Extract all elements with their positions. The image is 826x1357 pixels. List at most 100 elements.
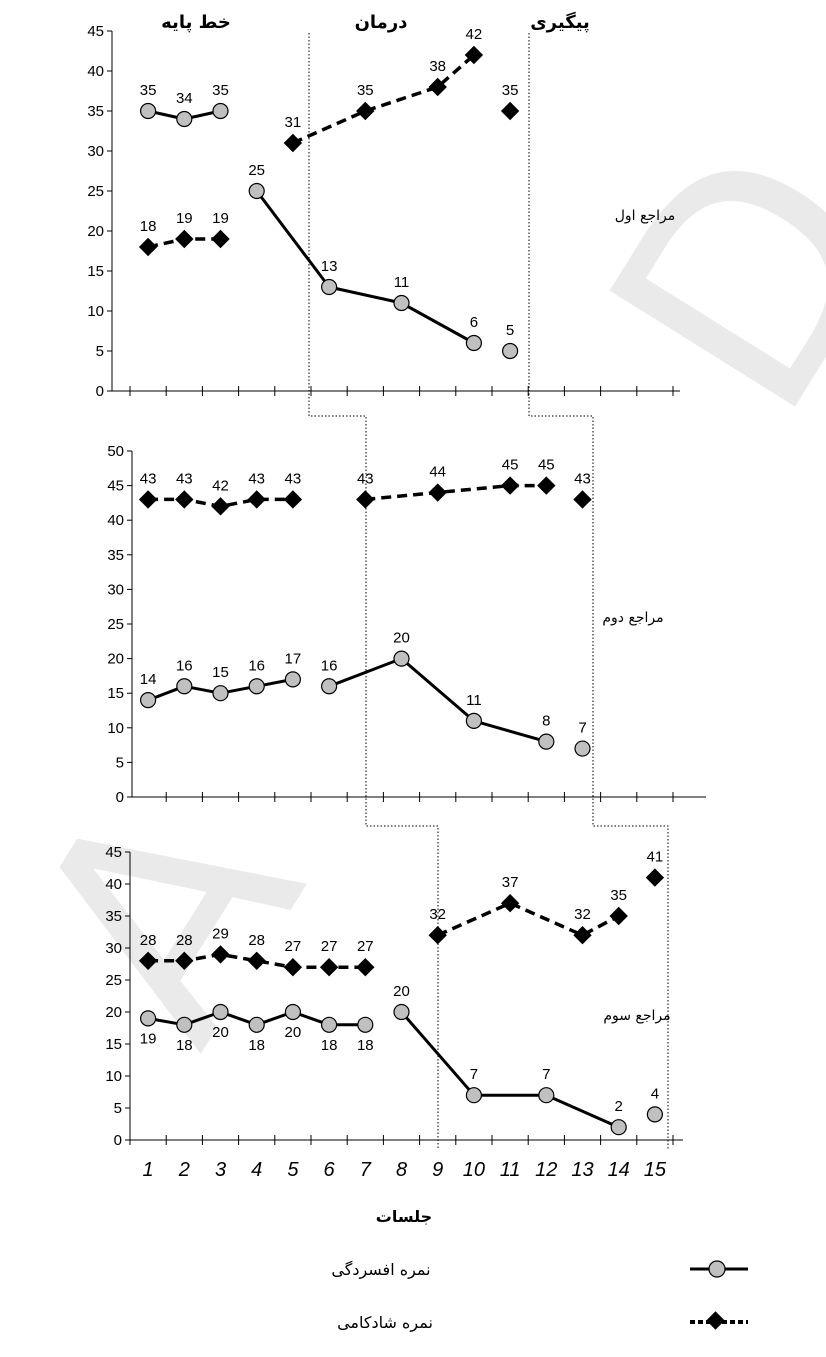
panel-2-ytick-label-25: 25 <box>107 616 124 633</box>
x-tick-label-8: 8 <box>396 1159 407 1181</box>
panel-1-depression-label-s8: 11 <box>394 274 410 291</box>
x-tick-label-6: 6 <box>324 1159 336 1181</box>
panel-3-depression-label-s14: 2 <box>615 1098 623 1115</box>
panel-3-ytick-label-35: 35 <box>105 908 122 925</box>
phase-dividers <box>308 33 669 1150</box>
panel-2-ytick-label-50: 50 <box>107 443 124 460</box>
panel-1-happiness-label-s9: 38 <box>429 58 446 75</box>
panel-1-depression-point-s10 <box>465 334 482 352</box>
client-label-1: مراجع اول <box>615 208 676 224</box>
panel-2-happiness-label-s3: 42 <box>212 477 229 494</box>
panel-2-happiness-point-s7 <box>356 490 375 509</box>
panel-1-ytick-label-30: 30 <box>87 143 104 160</box>
x-tick-label-15: 15 <box>644 1159 667 1181</box>
panel-3-ytick-label-25: 25 <box>105 972 122 989</box>
panel-3-happiness-point-s5 <box>283 958 303 977</box>
panel-2-depression-label-s1: 14 <box>140 671 157 688</box>
panel-1-depression-line-2 <box>255 190 475 345</box>
x-axis-title: جلسات <box>376 1207 432 1226</box>
panel-1-depression-point-s2 <box>176 110 193 128</box>
panel-3-depression-label-s4: 18 <box>248 1037 265 1054</box>
panel-1-happiness-point-s7 <box>356 101 375 121</box>
panel-1-depression-label-s4: 25 <box>248 162 265 179</box>
panel-3-happiness-point-s1 <box>138 951 158 970</box>
client-label-2: مراجع دوم <box>602 610 663 626</box>
phase-divider-treatment-followup <box>528 33 669 1150</box>
panel-2-happiness-label-s4: 43 <box>248 470 265 487</box>
panel-3-depression-label-s1: 19 <box>140 1030 157 1047</box>
panel-3-depression-point-s8 <box>393 1003 410 1021</box>
panel-3-happiness-point-s7 <box>356 958 375 977</box>
panel-2-depression-label-s4: 16 <box>248 657 265 674</box>
panel-1-depression-point-s1 <box>140 102 157 120</box>
panel-2-ytick-label-15: 15 <box>107 685 124 702</box>
x-tick-label-2: 2 <box>178 1159 190 1181</box>
panel-2-ytick-label-10: 10 <box>107 720 124 737</box>
panel-1-happiness-point-s2 <box>175 229 194 249</box>
panel-3-depression-label-s8: 20 <box>393 983 410 1000</box>
panel-2-ytick-label-5: 5 <box>116 754 124 771</box>
panel-3-ytick-label-45: 45 <box>105 844 122 861</box>
panel-3-depression-point-s5 <box>284 1003 301 1021</box>
panel-2-depression-line-2 <box>328 657 547 744</box>
phase-divider-baseline-treatment <box>308 33 439 1150</box>
panel-3-depression-point-s3 <box>212 1003 229 1021</box>
phase-label-baseline: خط پایه <box>161 12 231 33</box>
panel-2-happiness-point-s5 <box>283 490 303 509</box>
panel-1-depression-point-s6 <box>321 278 338 296</box>
panel-1-happiness-label-s11: 35 <box>502 82 519 99</box>
panel-1-happiness-point-s10 <box>464 45 484 65</box>
panel-3-happiness-label-s6: 27 <box>321 938 338 955</box>
panel-3-depression-point-s12 <box>538 1087 555 1104</box>
panel-1-depression-point-s3 <box>212 102 229 120</box>
panel-1-ytick-label-15: 15 <box>87 263 104 280</box>
panel-3-happiness-point-s9 <box>428 926 447 945</box>
panel-2-happiness-label-s13: 43 <box>574 470 591 487</box>
panel-1-depression-label-s3: 35 <box>212 82 229 99</box>
panel-3-happiness-label-s13: 32 <box>574 906 591 923</box>
panel-3-happiness-label-s4: 28 <box>248 932 265 949</box>
panel-1-happiness-point-s11 <box>500 101 520 121</box>
panel-3-happiness-point-s6 <box>319 958 339 977</box>
panel-2-ytick-label-0: 0 <box>116 789 124 806</box>
panel-1-ytick-label-35: 35 <box>87 103 104 120</box>
phase-label-treatment: درمان <box>355 12 408 33</box>
panel-3-happiness-point-s4 <box>247 951 266 970</box>
series-layer <box>138 45 665 1136</box>
panel-1-depression-label-s11: 5 <box>506 322 514 339</box>
panel-3-depression-point-s4 <box>248 1016 265 1033</box>
panel-3-depression-label-s7: 18 <box>357 1037 374 1054</box>
panel-1-happiness-point-s3 <box>211 229 230 249</box>
panel-2-happiness-point-s11 <box>500 476 520 495</box>
panel-2-ytick-label-35: 35 <box>107 547 124 564</box>
panel-2-depression-label-s3: 15 <box>212 664 229 681</box>
panel-3-happiness-point-s11 <box>500 894 520 913</box>
x-tick-label-11: 11 <box>500 1159 521 1181</box>
legend-depression-label: نمره افسردگی <box>331 1260 430 1280</box>
panel-1-depression-point-s4 <box>248 182 265 200</box>
panel-1-happiness-label-s3: 19 <box>212 210 229 227</box>
panel-1-happiness-line-2 <box>292 53 476 145</box>
x-tick-label-1: 1 <box>143 1159 154 1181</box>
panel-2-happiness-label-s11: 45 <box>502 457 519 474</box>
panel-2-depression-point-s2 <box>176 678 193 695</box>
panel-3-depression-label-s12: 7 <box>542 1066 550 1083</box>
panel-2-happiness-point-s9 <box>428 483 447 502</box>
panel-2-depression-point-s1 <box>140 692 157 709</box>
panel-2-ytick-label-40: 40 <box>107 512 124 529</box>
panel-3-happiness-point-s14 <box>609 906 628 926</box>
panel-2-depression-point-s4 <box>248 678 265 695</box>
panel-3-depression-label-s10: 7 <box>470 1066 478 1083</box>
panel-2-depression-point-s5 <box>284 671 301 688</box>
panel-1-depression-point-s8 <box>393 294 410 312</box>
panel-2-happiness-label-s5: 43 <box>285 470 302 487</box>
panel-3-ytick-label-5: 5 <box>114 1100 122 1117</box>
panel-2-depression-label-s12: 8 <box>542 713 550 730</box>
panel-3-happiness-label-s2: 28 <box>176 932 193 949</box>
phase-label-followup: پیگیری <box>530 11 590 33</box>
panel-2-happiness-label-s7: 43 <box>357 470 374 487</box>
x-tick-label-7: 7 <box>360 1159 372 1181</box>
panel-3-depression-label-s2: 18 <box>176 1037 193 1054</box>
panel-2-depression-point-s6 <box>321 678 338 695</box>
